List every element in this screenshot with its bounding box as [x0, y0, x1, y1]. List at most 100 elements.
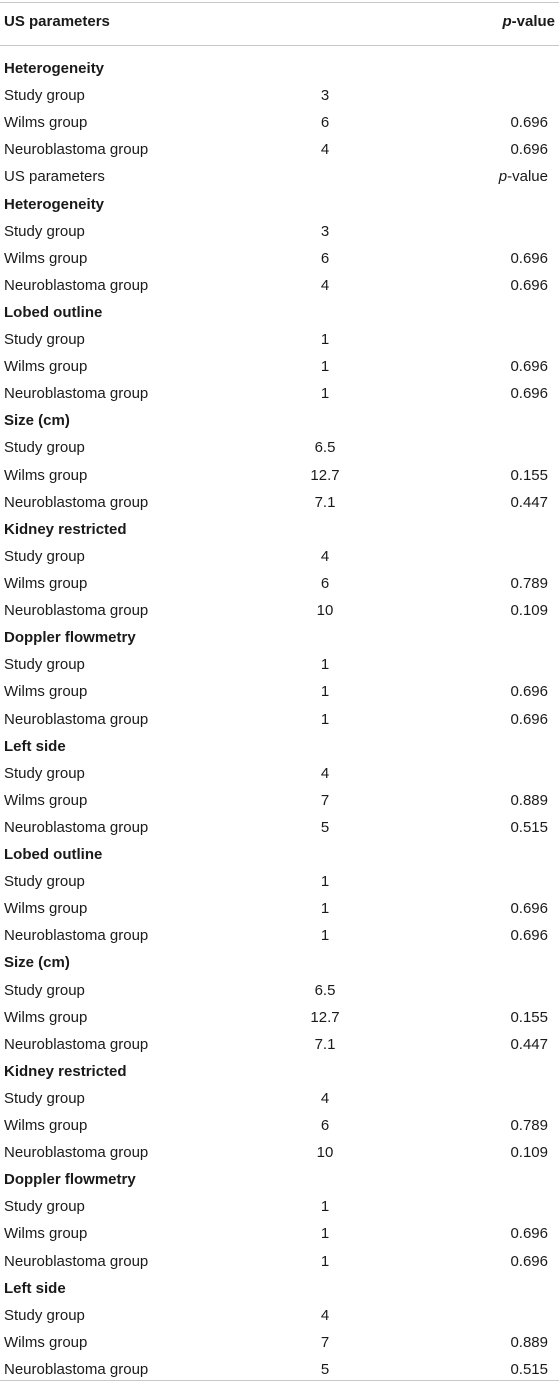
row-label: Wilms group: [4, 1117, 88, 1135]
cell-p-value: 0.696: [510, 1252, 548, 1270]
cell-value: 10: [316, 602, 334, 620]
table-row: Neuroblastoma group 4 0.696: [0, 276, 559, 296]
row-label: Study group: [4, 1089, 85, 1107]
p-value-label: p-value: [499, 167, 548, 187]
section-label: Lobed outline: [4, 303, 103, 321]
row-label: Wilms group: [4, 1225, 88, 1243]
section-label: Heterogeneity: [4, 60, 105, 77]
cell-p-value: 0.515: [510, 1361, 548, 1378]
cell-p-value: 0.889: [510, 791, 548, 809]
row-label: Study group: [4, 222, 85, 240]
table-row: Study group 4: [0, 1306, 559, 1326]
section-row: Kidney restricted: [0, 1062, 559, 1082]
table-row: Neuroblastoma group 5 0.515: [0, 1360, 559, 1380]
row-label: Wilms group: [4, 791, 88, 809]
section-label: Kidney restricted: [4, 520, 127, 538]
cell-p-value: 0.696: [510, 276, 548, 294]
table-row: Study group 1: [0, 872, 559, 892]
table-row: Wilms group 6 0.789: [0, 1116, 559, 1136]
row-label: Wilms group: [4, 574, 88, 592]
cell-p-value: 0.515: [510, 818, 548, 836]
cell-p-value: 0.696: [510, 927, 548, 945]
cell-value: 6.5: [314, 439, 336, 457]
row-label: US parameters: [4, 168, 105, 186]
header-rule: [0, 45, 559, 46]
cell-value: 7: [320, 791, 330, 809]
cell-value: 5: [320, 1361, 330, 1378]
cell-value: 3: [320, 87, 330, 105]
cell-p-value: 0.155: [510, 466, 548, 484]
cell-value: 4: [320, 1089, 330, 1107]
section-row: Left side: [0, 737, 559, 757]
row-label: Study group: [4, 331, 85, 349]
cell-value: 4: [320, 141, 330, 159]
table-row: Study group 4: [0, 764, 559, 784]
row-label: Neuroblastoma group: [4, 818, 149, 836]
cell-p-value: 0.696: [510, 385, 548, 403]
cell-value: 3: [320, 222, 330, 240]
column-header-parameters: US parameters: [4, 13, 110, 30]
cell-value: 6.5: [314, 981, 336, 999]
section-row: Size (cm): [0, 953, 559, 973]
section-row: Doppler flowmetry: [0, 628, 559, 648]
cell-value: 4: [320, 547, 330, 565]
table-row: Study group 3: [0, 222, 559, 242]
cell-value: 1: [320, 683, 330, 701]
row-label: Neuroblastoma group: [4, 276, 149, 294]
table-row: Study group 3: [0, 86, 559, 106]
section-row: Kidney restricted: [0, 520, 559, 540]
table-row: Wilms group 7 0.889: [0, 791, 559, 811]
cell-p-value: 0.889: [510, 1333, 548, 1351]
cell-p-value: 0.696: [510, 1225, 548, 1243]
table-row: Study group 1: [0, 330, 559, 350]
row-label: Neuroblastoma group: [4, 710, 149, 728]
table-row: Neuroblastoma group 1 0.696: [0, 926, 559, 946]
table-row: Study group 6.5: [0, 438, 559, 458]
row-label: Neuroblastoma group: [4, 1144, 149, 1162]
table-row: Neuroblastoma group 7.1 0.447: [0, 1035, 559, 1055]
cell-value: 4: [320, 1306, 330, 1324]
cell-value: 7: [320, 1333, 330, 1351]
row-label: Study group: [4, 873, 85, 891]
row-label: Neuroblastoma group: [4, 1035, 149, 1053]
row-label: Wilms group: [4, 1333, 88, 1351]
section-row: Heterogeneity: [0, 195, 559, 215]
table-row: Neuroblastoma group 5 0.515: [0, 818, 559, 838]
cell-value: 1: [320, 710, 330, 728]
row-label: Study group: [4, 1306, 85, 1324]
cell-value: 1: [320, 1198, 330, 1216]
section-row: Left side: [0, 1279, 559, 1299]
p-suffix: -value: [511, 13, 555, 30]
row-label: Wilms group: [4, 1008, 88, 1026]
cell-p-value: 0.696: [510, 710, 548, 728]
table-row: Study group 6.5: [0, 981, 559, 1001]
cell-value: 1: [320, 1225, 330, 1243]
cell-p-value: 0.109: [510, 602, 548, 620]
cell-p-value: 0.696: [510, 683, 548, 701]
section-row: Doppler flowmetry: [0, 1170, 559, 1190]
section-label: Size (cm): [4, 412, 70, 430]
row-label: Wilms group: [4, 358, 88, 376]
cell-value: 1: [320, 385, 330, 403]
cell-value: 12.7: [310, 1008, 340, 1026]
row-label: Wilms group: [4, 466, 88, 484]
section-row: Size (cm): [0, 411, 559, 431]
cell-value: 12.7: [310, 466, 340, 484]
row-label: Neuroblastoma group: [4, 602, 149, 620]
table-row: Study group 1: [0, 1197, 559, 1217]
table-row: Neuroblastoma group 7.1 0.447: [0, 493, 559, 513]
section-row: Lobed outline: [0, 845, 559, 865]
table-row: Wilms group 6 0.789: [0, 574, 559, 594]
top-rule: [0, 2, 559, 3]
cell-p-value: 0.447: [510, 1035, 548, 1053]
table-row: Wilms group 12.7 0.155: [0, 466, 559, 486]
section-row: Heterogeneity: [0, 59, 559, 79]
column-header-p-value: p-value: [502, 13, 555, 30]
cell-value: 1: [320, 900, 330, 918]
cell-p-value: 0.696: [510, 358, 548, 376]
cell-value: 1: [320, 927, 330, 945]
row-label: Study group: [4, 87, 85, 105]
table-row: Neuroblastoma group 1 0.696: [0, 384, 559, 404]
row-label: Study group: [4, 547, 85, 565]
